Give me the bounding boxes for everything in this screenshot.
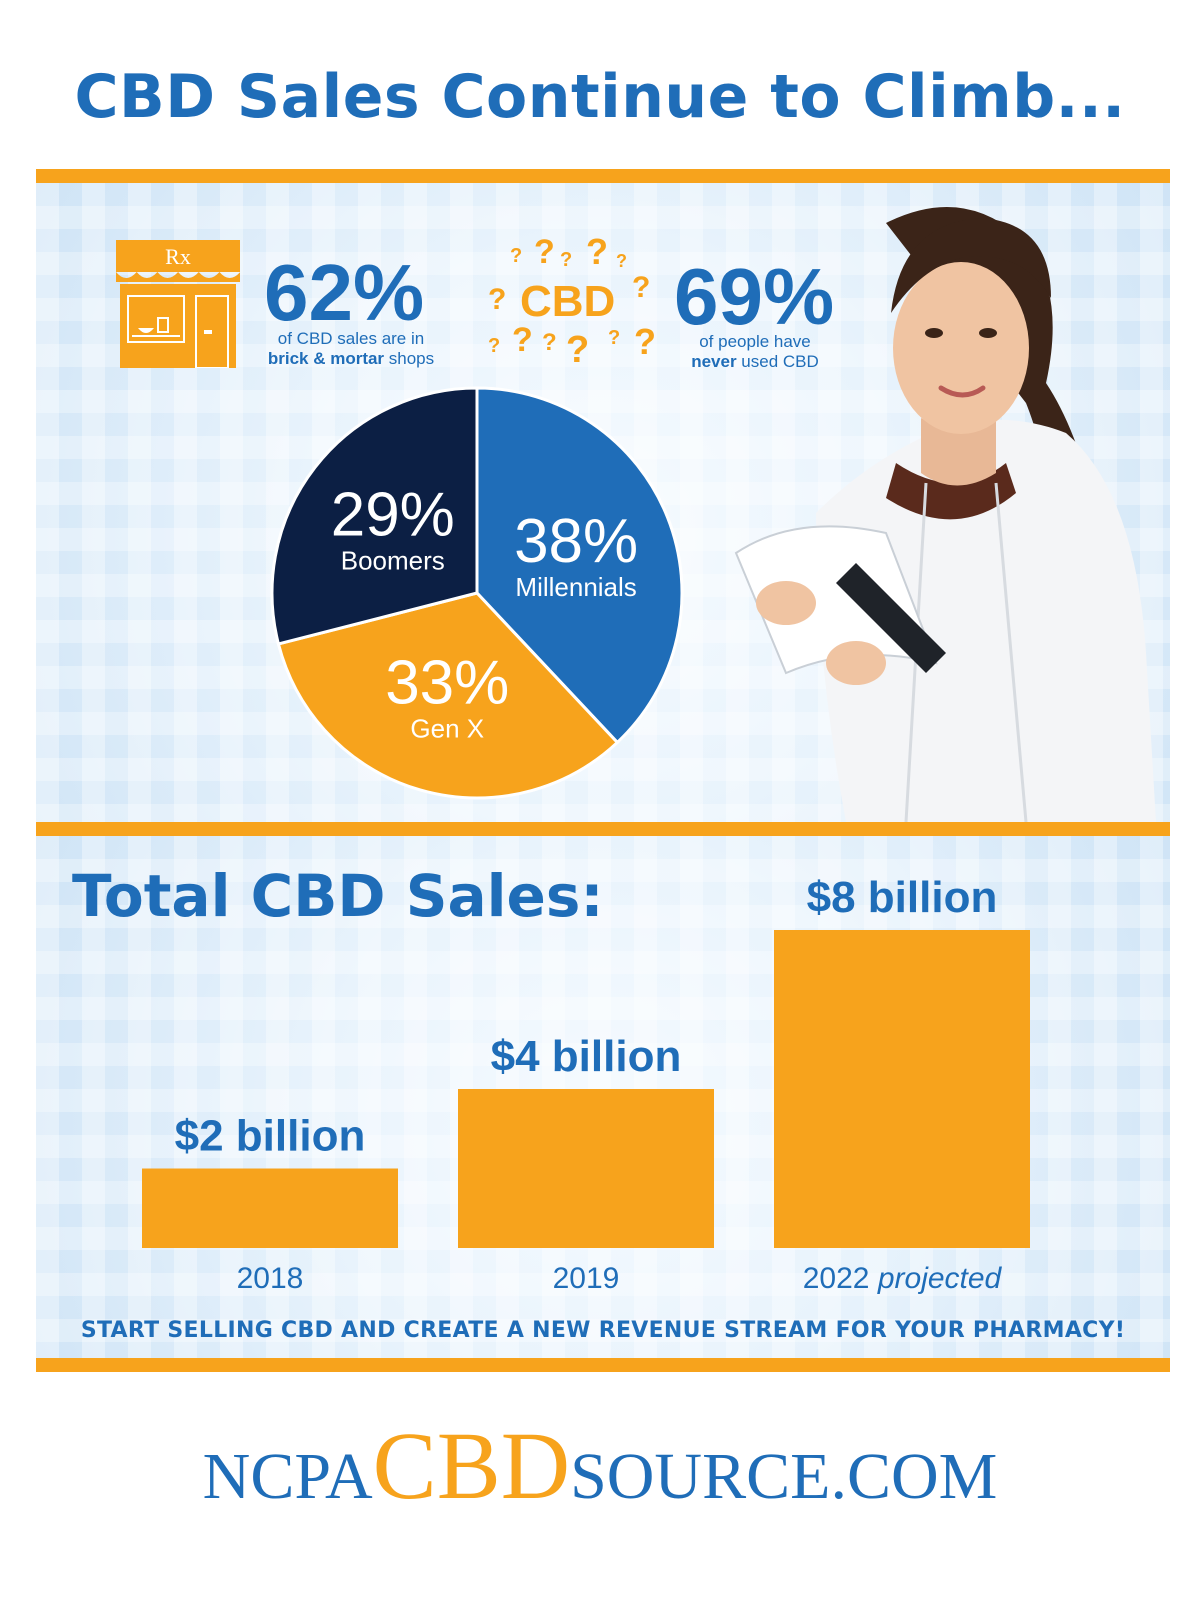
generation-pie-chart: 38%Millennials 33%Gen X 29%Boomers	[270, 386, 684, 800]
brand-logo: NCPACBDSOURCE.COM	[0, 1418, 1200, 1514]
stat-never-used-rest: used CBD	[736, 352, 819, 371]
middle-divider	[36, 822, 1170, 836]
pharmacist-photo	[734, 207, 1156, 822]
pharmacy-storefront-icon: Rx	[116, 240, 240, 368]
pie-category-label: Millennials	[515, 572, 636, 602]
bar-value-label: $8 billion	[807, 873, 998, 922]
bar-2019	[458, 1089, 714, 1248]
pie-category-label: Boomers	[341, 546, 445, 576]
bar-category-label: 2018	[237, 1262, 304, 1295]
pie-value-label: 29%	[331, 481, 455, 550]
bar-value-label: $2 billion	[175, 1112, 366, 1161]
bar-2022-projected	[774, 930, 1030, 1248]
stat-never-used-bold: never	[691, 352, 737, 371]
stat-brick-mortar-rest: shops	[384, 349, 435, 368]
rx-symbol: Rx	[165, 244, 191, 269]
pie-value-label: 38%	[514, 507, 638, 576]
stat-brick-mortar-value: 62%	[264, 248, 425, 337]
call-to-action: START SELLING CBD AND CREATE A NEW REVEN…	[80, 1318, 1126, 1343]
brand-ncpa: NCPA	[202, 1440, 373, 1513]
page-title: CBD Sales Continue to Climb...	[74, 62, 1126, 132]
brand-source: SOURCE.COM	[570, 1440, 998, 1513]
top-divider	[36, 169, 1170, 183]
bottom-divider	[36, 1358, 1170, 1372]
pie-slice-boomers	[270, 386, 479, 646]
stat-never-used-caption: of people have never used CBD	[660, 332, 850, 372]
stat-brick-mortar-line1: of CBD sales are in	[277, 329, 425, 348]
bar-category-label: 2022 projected	[803, 1262, 1003, 1295]
stat-never-used-value: 69%	[674, 252, 835, 341]
pie-value-label: 33%	[385, 648, 509, 717]
pie-category-label: Gen X	[410, 713, 484, 743]
cbd-word: CBD	[520, 277, 616, 326]
total-sales-bar-chart: $2 billion 2018 $4 billion 2019 $8 billion 20…	[142, 873, 1030, 1295]
bar-2018	[142, 1168, 398, 1248]
stat-never-used-line1: of people have	[699, 332, 811, 351]
bar-value-label: $4 billion	[491, 1032, 682, 1081]
brand-cbd: CBD	[372, 1412, 571, 1519]
pie-slice-millennials	[475, 386, 684, 745]
pie-slice-gen-x	[276, 591, 620, 800]
bar-category-label: 2019	[553, 1262, 620, 1295]
stat-brick-mortar-bold: brick & mortar	[267, 349, 385, 368]
demographics-panel: Rx 62% of CBD sales are in brick & morta…	[36, 183, 1170, 822]
sales-chart-title: Total CBD Sales:	[72, 862, 604, 930]
stat-brick-mortar-caption: of CBD sales are in brick & mortar shops	[256, 329, 446, 369]
